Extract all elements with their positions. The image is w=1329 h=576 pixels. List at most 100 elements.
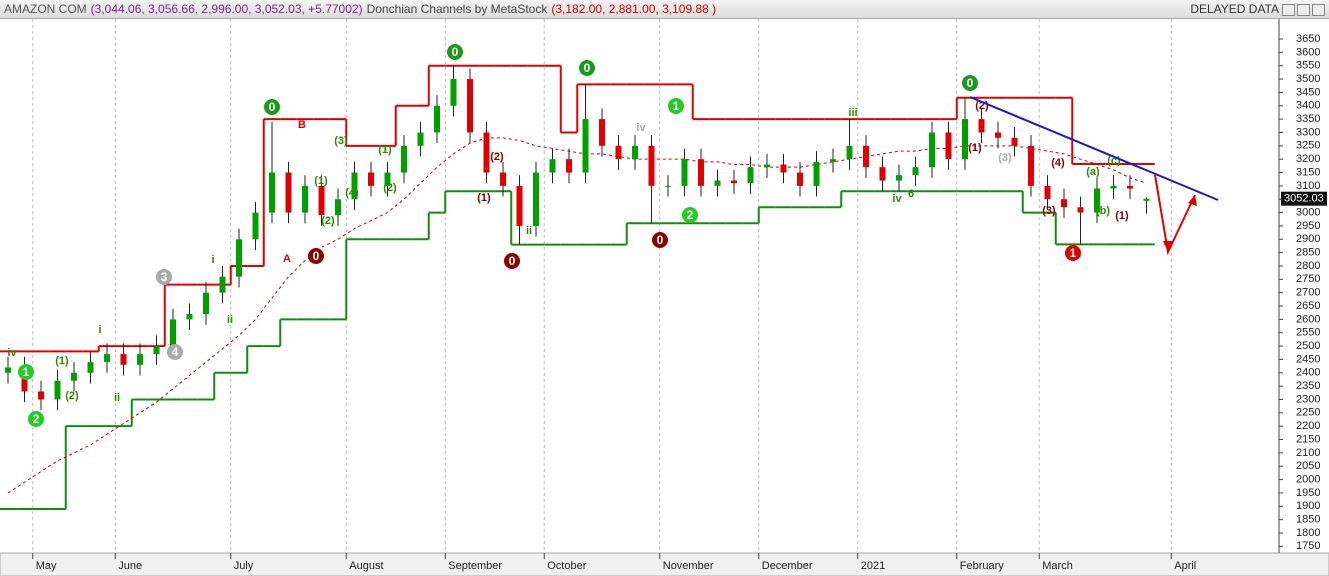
candle-body xyxy=(236,239,242,277)
candle-body xyxy=(1044,185,1051,200)
candle-body xyxy=(368,172,374,186)
wave-label: i xyxy=(211,254,214,266)
candle-body xyxy=(879,167,886,181)
window-buttons[interactable] xyxy=(1280,3,1325,21)
y-tick-label: 2850 xyxy=(1296,247,1320,259)
y-tick-label: 1900 xyxy=(1296,500,1320,512)
candle-body xyxy=(335,199,341,216)
wave-label: ii xyxy=(526,225,532,237)
wave-label: 0 xyxy=(269,100,276,114)
candle-body xyxy=(813,161,820,186)
candle-body xyxy=(219,276,226,293)
candle-body xyxy=(269,172,275,213)
y-tick-label: 3000 xyxy=(1296,206,1320,218)
wave-label: 1 xyxy=(1070,246,1077,260)
wave-label: (1) xyxy=(968,142,982,154)
donchian-mid xyxy=(7,137,1147,494)
candle-body xyxy=(104,354,110,363)
y-tick-label: 3400 xyxy=(1296,100,1320,112)
y-tick-label: 3150 xyxy=(1296,166,1320,178)
candle-body xyxy=(648,145,655,186)
candle-body xyxy=(764,164,770,168)
x-tick-label: July xyxy=(234,560,254,572)
y-tick-label: 2750 xyxy=(1296,273,1320,285)
candle-body xyxy=(1077,207,1084,213)
wave-marker xyxy=(28,411,44,427)
wave-label: (2) xyxy=(321,215,335,227)
candle-body xyxy=(780,164,787,173)
wave-marker xyxy=(156,269,172,285)
candle-body xyxy=(929,132,935,168)
wave-label: iv xyxy=(636,122,646,134)
wave-label: 0 xyxy=(452,45,459,59)
candle-body xyxy=(87,362,94,373)
candle-body xyxy=(450,79,457,106)
y-tick-label: 3300 xyxy=(1296,126,1320,138)
wave-label: (3) xyxy=(1042,205,1056,217)
arrow-head xyxy=(1188,195,1197,206)
candle-body xyxy=(615,145,622,160)
wave-label: 3 xyxy=(161,270,168,284)
y-tick-label: 1800 xyxy=(1296,527,1320,539)
y-tick-label: 3100 xyxy=(1296,180,1320,192)
wave-label: (1) xyxy=(55,355,69,367)
ohlc-text: (3,044.06, 3,056.66, 2,996.00, 3,052.03,… xyxy=(90,2,363,16)
title: AMAZON COM xyxy=(4,2,87,16)
y-tick-label: 2350 xyxy=(1296,380,1320,392)
candle-body xyxy=(54,380,61,400)
y-tick-label: 2950 xyxy=(1296,220,1320,232)
x-tick-label: 2021 xyxy=(861,560,885,572)
wave-marker xyxy=(308,248,324,264)
wave-label: 4 xyxy=(172,345,179,359)
wave-label: (4) xyxy=(345,187,359,199)
y-tick-label: 2250 xyxy=(1296,407,1320,419)
wave-label: 0 xyxy=(584,61,591,75)
y-tick-label: 2550 xyxy=(1296,327,1320,339)
y-tick-label: 3600 xyxy=(1296,46,1320,58)
candle-body xyxy=(681,159,688,186)
candle-body xyxy=(170,319,176,347)
projection-arrow xyxy=(1154,174,1196,256)
candle-body xyxy=(203,292,209,315)
candle-body xyxy=(896,175,902,181)
candle-body xyxy=(566,159,572,173)
candle-body xyxy=(863,145,869,168)
wave-marker xyxy=(682,207,698,223)
wave-label: (2) xyxy=(490,151,504,163)
y-tick-label: 2500 xyxy=(1296,340,1320,352)
wave-label: (3) xyxy=(998,152,1012,164)
wave-marker xyxy=(18,364,34,380)
wave-label: i xyxy=(98,324,101,336)
candle-body xyxy=(912,167,919,176)
x-tick-label: December xyxy=(762,560,813,572)
candle-body xyxy=(632,145,638,160)
wave-label: (2) xyxy=(383,182,397,194)
last-price-label: 3052.03 xyxy=(1284,193,1324,205)
candle-body xyxy=(1143,198,1150,201)
y-tick-label: 2100 xyxy=(1296,447,1320,459)
candle-body xyxy=(1011,137,1018,146)
indicator-values: (3,182.00, 2,881.00, 3,109.88 ) xyxy=(551,2,717,16)
wave-label: 1 xyxy=(673,99,680,113)
candle-body xyxy=(384,172,391,186)
y-tick-label: 2600 xyxy=(1296,313,1320,325)
wave-marker xyxy=(579,60,595,76)
candle-body xyxy=(747,167,754,184)
candle-body xyxy=(467,79,473,133)
wave-label: 6 xyxy=(908,188,914,200)
candle-body xyxy=(153,346,160,355)
x-axis-bar xyxy=(0,552,1329,576)
wave-marker xyxy=(167,344,183,360)
wave-marker xyxy=(668,98,684,114)
candle-body xyxy=(846,145,853,160)
y-tick-label: 3200 xyxy=(1296,153,1320,165)
y-tick-label: 3500 xyxy=(1296,73,1320,85)
wave-marker xyxy=(652,232,668,248)
y-tick-label: 3650 xyxy=(1296,33,1320,45)
y-tick-label: 2800 xyxy=(1296,260,1320,272)
y-tick-label: 2300 xyxy=(1296,393,1320,405)
y-tick-label: 3250 xyxy=(1296,140,1320,152)
status: DELAYED DATA xyxy=(1190,2,1279,16)
x-tick-label: September xyxy=(448,560,502,572)
